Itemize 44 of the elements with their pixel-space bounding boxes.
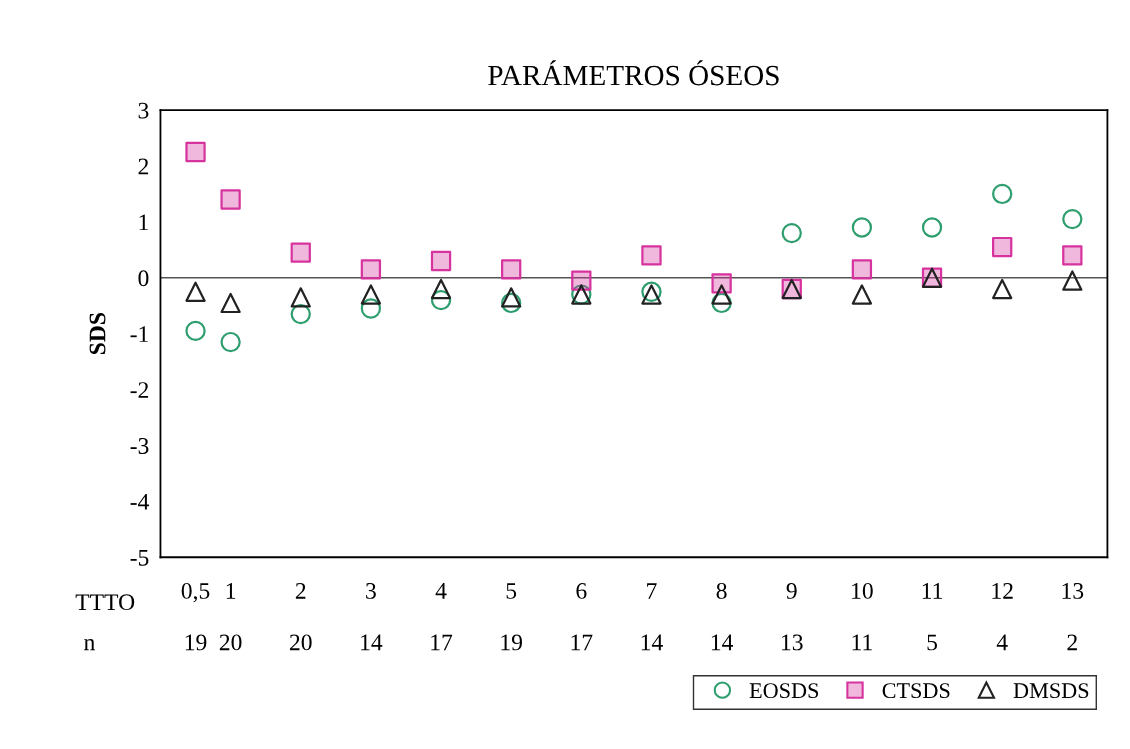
- text: 17: [431, 634, 453, 651]
- x-tick-label: 8: [716, 582, 727, 599]
- text: 11: [852, 634, 872, 651]
- text: 14: [361, 634, 383, 651]
- text: 13: [782, 634, 803, 651]
- text: 19: [501, 634, 523, 651]
- y-tick-label: 1: [139, 214, 148, 231]
- y-tick-label: -1: [130, 326, 148, 342]
- y-tick-label: 0: [138, 270, 149, 287]
- legend-label: EOSDS: [749, 683, 819, 699]
- y-tick-label: -5: [130, 549, 149, 566]
- legend-label: DMSDS: [1013, 683, 1089, 699]
- y-tick-label: 3: [138, 102, 149, 119]
- x-tick-label: 4: [435, 583, 447, 599]
- y-axis-title: SDS: [89, 313, 106, 355]
- text: 20: [219, 634, 242, 651]
- y-tick-label: 2: [138, 158, 149, 175]
- x-tick-label: 5: [506, 583, 517, 599]
- x-tick-label: 1: [226, 583, 236, 599]
- chart-title: PARÁMETROS ÓSEOS: [488, 60, 779, 86]
- x-tick-label: 3: [366, 583, 376, 599]
- text: 2: [1067, 634, 1077, 651]
- x-tick-label: 9: [786, 583, 797, 599]
- text: 14: [641, 634, 663, 651]
- text: 19: [185, 634, 207, 651]
- x-tick-label: 13: [1062, 583, 1084, 599]
- x-tick-label: 2: [295, 583, 306, 599]
- y-tick-label: -2: [130, 382, 149, 398]
- x-tick-label: 12: [992, 583, 1013, 599]
- y-tick-label: -4: [130, 494, 149, 510]
- x-tick-label: 6: [576, 583, 587, 599]
- text: n: [84, 639, 95, 651]
- x-axis-title: TTTO: [75, 594, 135, 611]
- y-tick-label: -3: [130, 438, 149, 454]
- x-tick-label: 7: [647, 583, 657, 599]
- text: 5: [927, 634, 938, 651]
- x-tick-label: 11: [922, 583, 942, 599]
- x-tick-label: 10: [852, 582, 873, 599]
- text: 20: [289, 634, 312, 651]
- x-tick-label: 0,5: [181, 582, 210, 603]
- text: 4: [996, 634, 1008, 651]
- text: 17: [571, 634, 593, 651]
- text: 14: [711, 634, 734, 651]
- legend-label: CTSDS: [882, 683, 950, 699]
